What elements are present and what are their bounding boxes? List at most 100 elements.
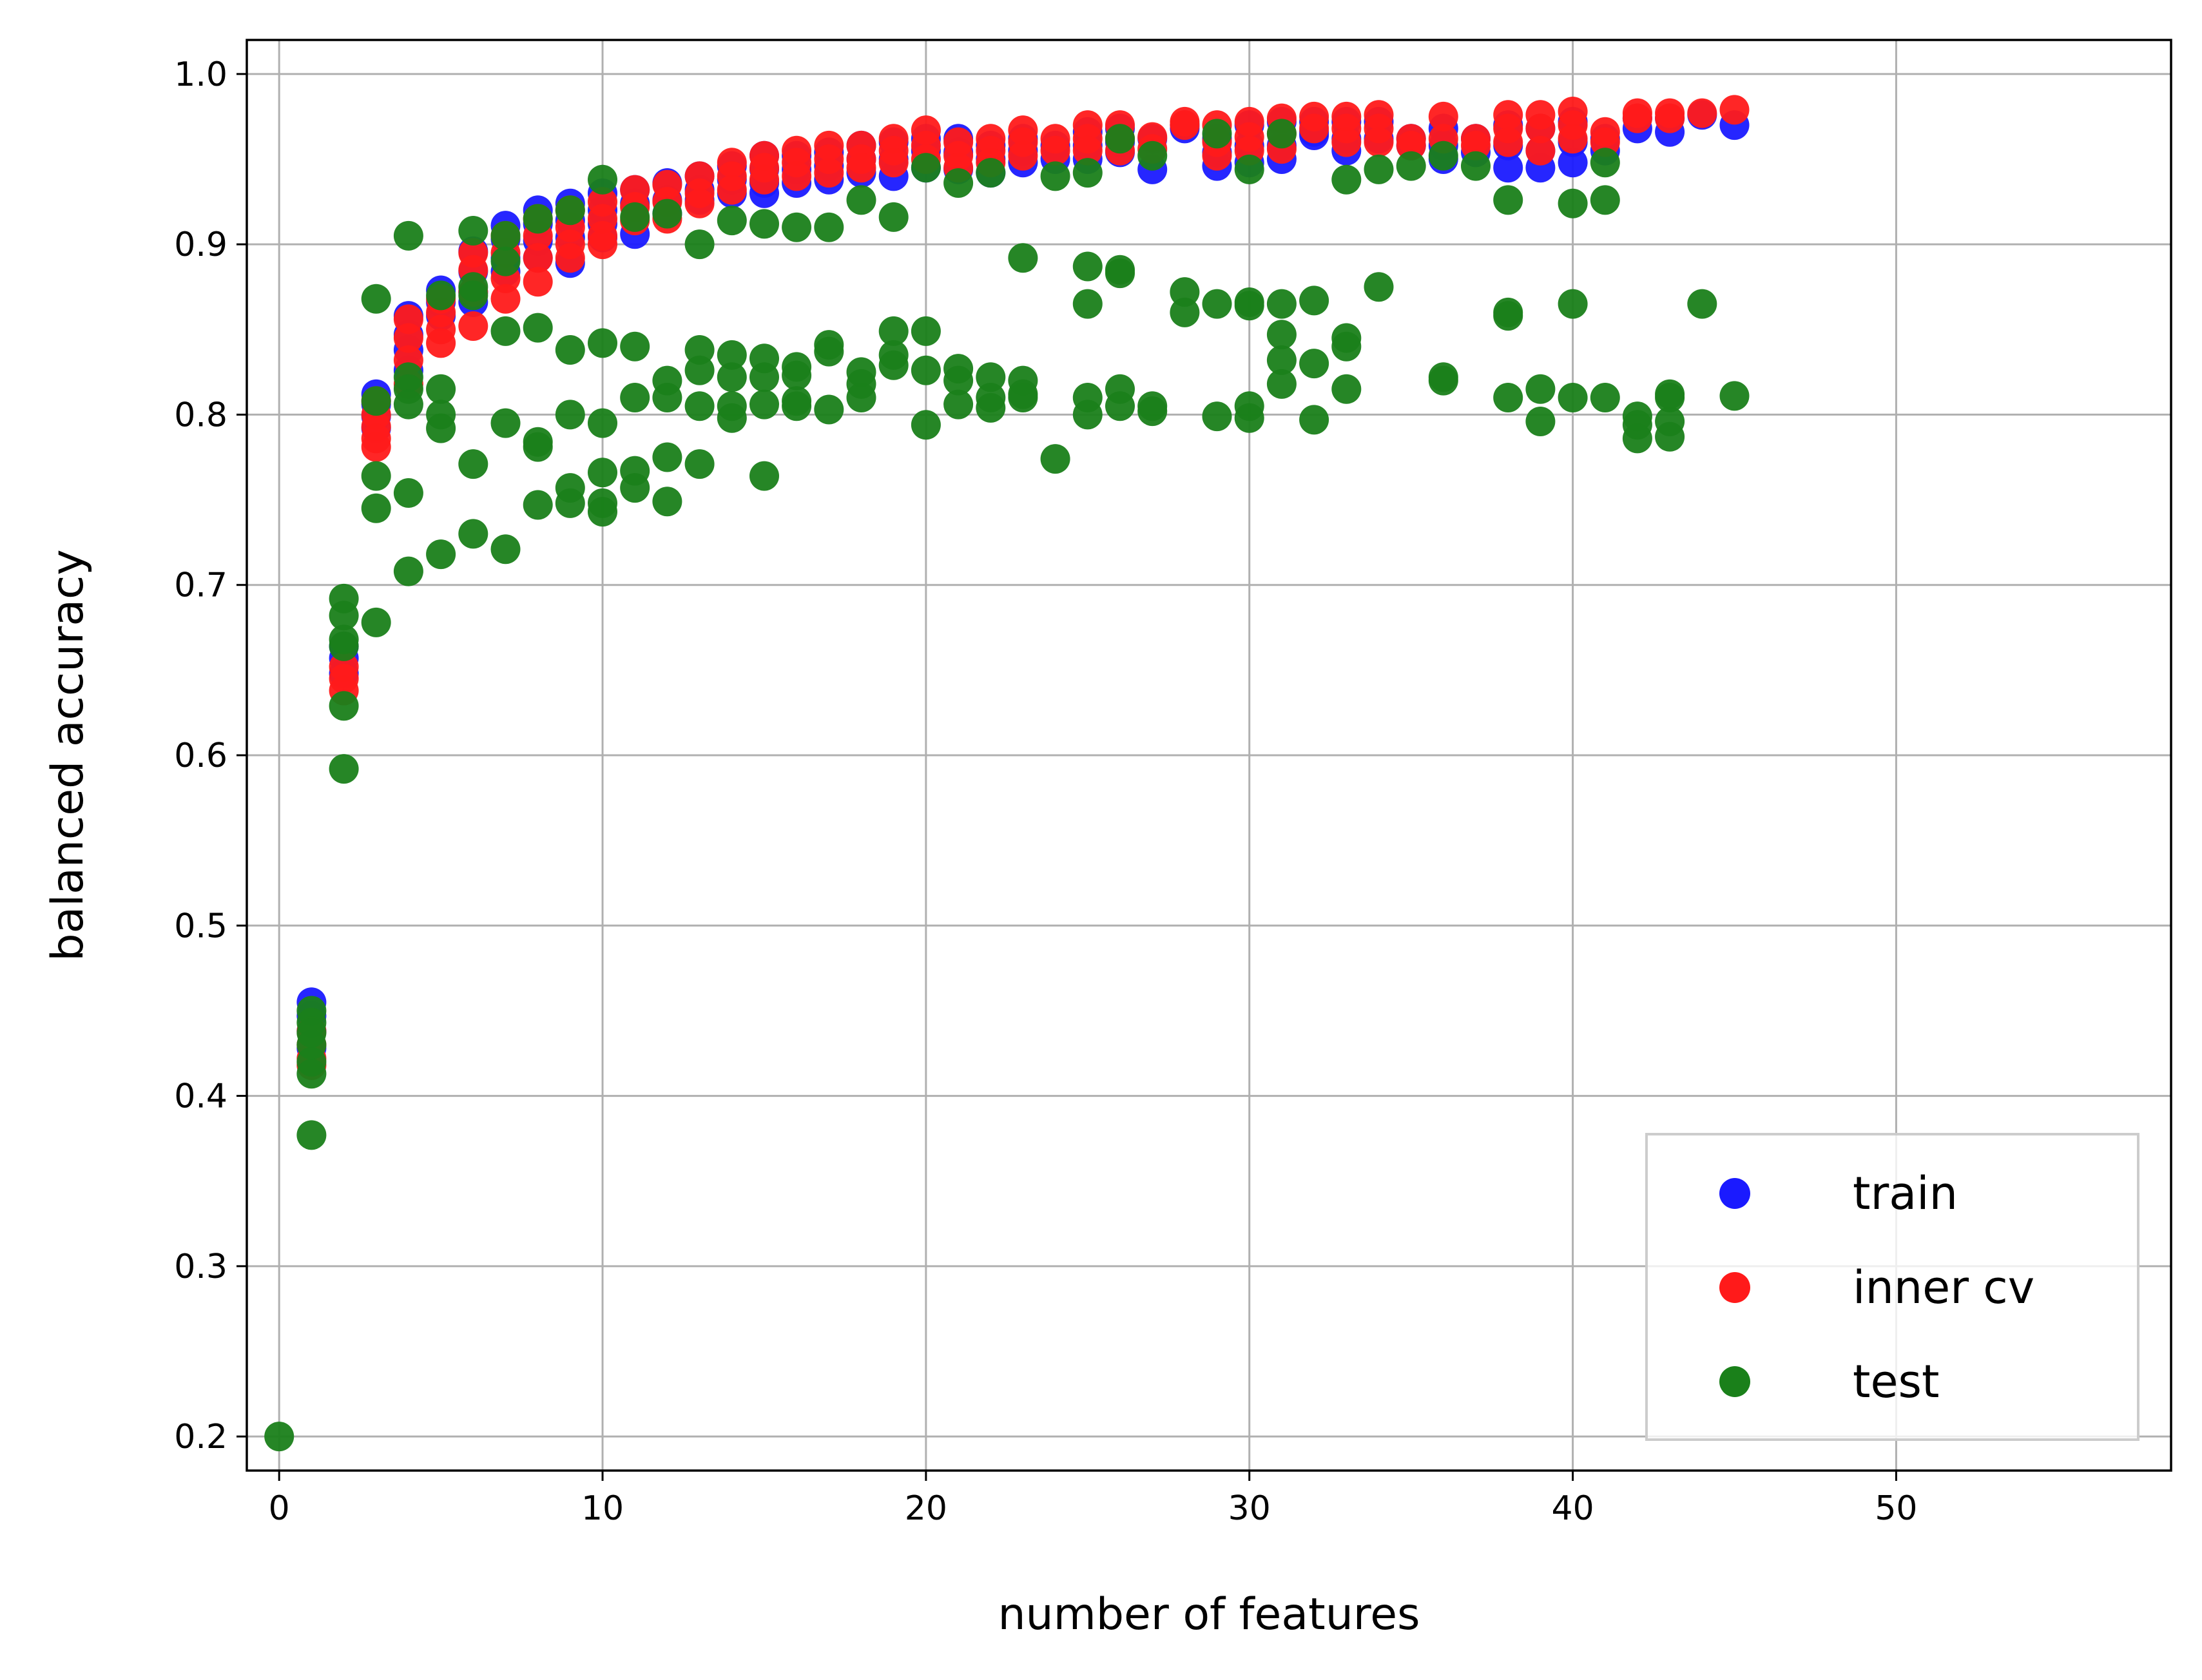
y-tick-label: 0.4 (174, 1077, 227, 1116)
point-test (329, 601, 359, 631)
point-test (749, 389, 779, 420)
y-tick-label: 0.9 (174, 226, 227, 264)
point-inner-cv (555, 243, 585, 273)
point-test (1040, 444, 1070, 474)
point-test (426, 539, 456, 570)
point-test (911, 355, 941, 385)
point-test (717, 403, 747, 433)
point-test (264, 1422, 295, 1452)
legend-label-train: train (1853, 1167, 1958, 1220)
point-train (1558, 148, 1588, 178)
point-test (555, 488, 585, 518)
point-test (296, 1059, 327, 1089)
point-test (523, 490, 553, 520)
point-test (588, 408, 617, 438)
point-test (846, 383, 876, 412)
point-test (717, 206, 747, 236)
point-test (1105, 124, 1135, 154)
point-inner-cv (523, 267, 553, 297)
point-inner-cv (1525, 113, 1556, 144)
point-test (1105, 258, 1135, 289)
point-test (717, 362, 747, 392)
point-test (1590, 148, 1620, 178)
y-axis-title: balanced accuracy (43, 549, 93, 961)
point-test (1299, 349, 1329, 379)
point-inner-cv (1299, 113, 1329, 144)
x-tick-label: 30 (1228, 1489, 1271, 1528)
point-test (943, 365, 974, 396)
point-inner-cv (1364, 127, 1394, 157)
point-test (1364, 272, 1394, 302)
point-test (1299, 285, 1329, 316)
y-tick-label: 1.0 (174, 55, 227, 94)
point-test (1234, 291, 1264, 321)
point-test (1266, 289, 1297, 319)
point-inner-cv (1687, 98, 1717, 128)
point-test (296, 1120, 327, 1150)
point-test (490, 220, 521, 251)
point-test (1105, 391, 1135, 421)
point-test (361, 493, 391, 523)
point-test (749, 209, 779, 239)
point-test (1234, 154, 1264, 184)
point-test (1493, 301, 1523, 331)
point-test (1428, 140, 1458, 171)
point-test (361, 284, 391, 314)
point-test (652, 198, 682, 229)
point-inner-cv (1396, 130, 1426, 160)
point-test (1364, 154, 1394, 184)
point-test (1234, 403, 1264, 433)
point-test (976, 362, 1006, 392)
point-inner-cv (588, 229, 617, 260)
point-test (878, 202, 909, 232)
point-test (814, 212, 844, 242)
point-test (361, 461, 391, 491)
point-test (652, 383, 682, 412)
point-test (1072, 158, 1103, 188)
series-test (264, 119, 1750, 1452)
point-test (684, 355, 715, 385)
point-test (620, 473, 650, 503)
point-test (1072, 251, 1103, 282)
point-test (555, 400, 585, 430)
point-test (684, 335, 715, 365)
point-test (1622, 423, 1652, 454)
point-inner-cv (1493, 127, 1523, 157)
point-test (1428, 365, 1458, 396)
point-test (555, 195, 585, 226)
point-test (588, 497, 617, 527)
x-tick-label: 40 (1551, 1489, 1594, 1528)
point-test (814, 336, 844, 367)
y-tick-label: 0.3 (174, 1248, 227, 1286)
point-test (1072, 400, 1103, 430)
point-test (1266, 320, 1297, 350)
point-test (1719, 381, 1750, 411)
point-test (458, 449, 488, 479)
point-test (684, 449, 715, 479)
point-test (329, 631, 359, 661)
point-test (1202, 289, 1232, 319)
point-test (911, 410, 941, 440)
point-test (620, 202, 650, 232)
point-inner-cv (523, 243, 553, 273)
point-test (1525, 374, 1556, 404)
point-test (782, 212, 812, 242)
point-test (976, 158, 1006, 188)
point-test (814, 394, 844, 425)
point-test (1072, 289, 1103, 319)
point-inner-cv (1331, 127, 1362, 157)
point-test (976, 392, 1006, 423)
point-inner-cv (717, 175, 747, 205)
point-test (393, 220, 423, 251)
point-test (1558, 383, 1588, 412)
point-inner-cv (393, 323, 423, 353)
point-test (426, 413, 456, 443)
point-test (458, 216, 488, 246)
point-inner-cv (361, 432, 391, 462)
point-inner-cv (1170, 110, 1200, 140)
point-test (393, 389, 423, 420)
point-test (1137, 140, 1168, 171)
data-points (264, 95, 1750, 1452)
x-axis-title: number of features (998, 1589, 1420, 1640)
point-test (1590, 185, 1620, 215)
